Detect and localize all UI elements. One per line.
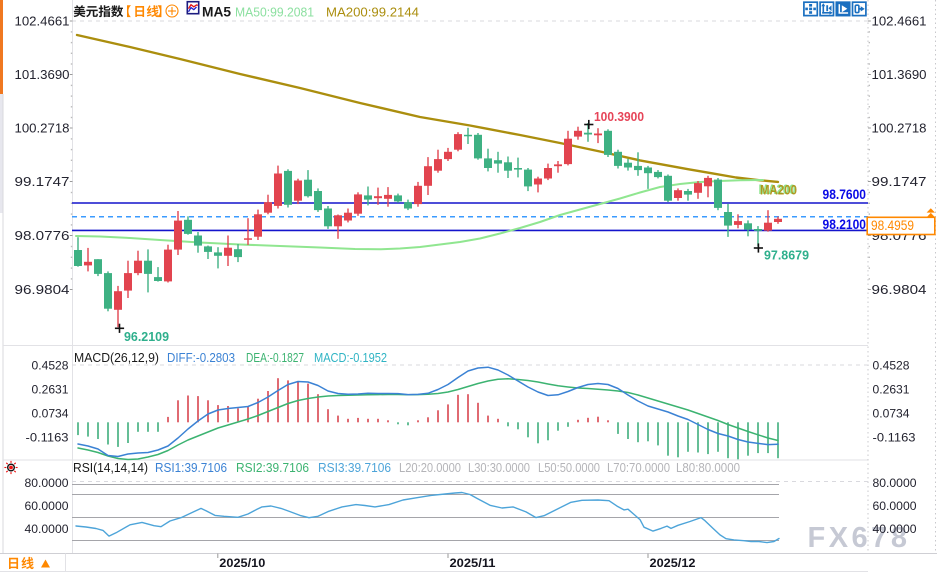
svg-text:L20:20.0000: L20:20.0000 bbox=[399, 460, 461, 475]
svg-text:MA200:99.2144: MA200:99.2144 bbox=[326, 5, 419, 20]
svg-text:101.3690: 101.3690 bbox=[15, 68, 70, 82]
svg-text:L50:50.0000: L50:50.0000 bbox=[538, 460, 600, 475]
svg-text:98.2100: 98.2100 bbox=[823, 217, 867, 232]
svg-text:0.0734: 0.0734 bbox=[32, 407, 69, 421]
svg-text:60.0000: 60.0000 bbox=[873, 499, 917, 513]
svg-text:MACD(26,12,9): MACD(26,12,9) bbox=[74, 350, 159, 365]
svg-text:100.2718: 100.2718 bbox=[15, 122, 70, 136]
svg-text:MACD:-0.1952: MACD:-0.1952 bbox=[314, 350, 387, 365]
svg-text:60.0000: 60.0000 bbox=[25, 499, 69, 513]
svg-text:96.9804: 96.9804 bbox=[15, 283, 70, 297]
svg-text:99.1747: 99.1747 bbox=[15, 175, 70, 189]
svg-text:98.4959: 98.4959 bbox=[871, 218, 914, 233]
svg-text:-0.1163: -0.1163 bbox=[873, 431, 916, 445]
svg-text:MA200: MA200 bbox=[759, 182, 796, 197]
svg-text:102.4661: 102.4661 bbox=[872, 15, 927, 29]
svg-text:MA5: MA5 bbox=[202, 4, 231, 20]
svg-text:100.2718: 100.2718 bbox=[872, 122, 927, 136]
svg-text:97.8679: 97.8679 bbox=[764, 248, 809, 263]
svg-text:102.4661: 102.4661 bbox=[15, 15, 70, 29]
svg-text:2025/10: 2025/10 bbox=[219, 556, 265, 570]
svg-text:0.4528: 0.4528 bbox=[873, 359, 910, 373]
svg-text:RSI1:39.7106: RSI1:39.7106 bbox=[155, 460, 227, 475]
svg-text:100.3900: 100.3900 bbox=[594, 109, 644, 124]
svg-text:RSI3:39.7106: RSI3:39.7106 bbox=[318, 460, 391, 475]
svg-text:RSI(14,14,14): RSI(14,14,14) bbox=[73, 460, 148, 475]
svg-text:RSI2:39.7106: RSI2:39.7106 bbox=[236, 460, 309, 475]
svg-text:80.0000: 80.0000 bbox=[873, 476, 917, 490]
svg-text:0.2631: 0.2631 bbox=[32, 383, 69, 397]
svg-text:DIFF:-0.2803: DIFF:-0.2803 bbox=[167, 350, 235, 365]
svg-text:98.7600: 98.7600 bbox=[823, 187, 867, 202]
svg-text:MA200: MA200 bbox=[760, 183, 797, 198]
svg-text:2025/12: 2025/12 bbox=[650, 556, 696, 570]
svg-text:98.0776: 98.0776 bbox=[15, 229, 70, 243]
svg-text:DEA:-0.1827: DEA:-0.1827 bbox=[246, 350, 304, 365]
svg-text:96.2109: 96.2109 bbox=[124, 329, 169, 344]
svg-text:40.0000: 40.0000 bbox=[873, 522, 917, 536]
svg-text:L80:80.0000: L80:80.0000 bbox=[676, 460, 740, 475]
svg-text:0.0734: 0.0734 bbox=[873, 407, 910, 421]
svg-text:0.2631: 0.2631 bbox=[873, 383, 910, 397]
svg-text:80.0000: 80.0000 bbox=[25, 476, 69, 490]
svg-text:40.0000: 40.0000 bbox=[25, 522, 69, 536]
svg-text:L30:30.0000: L30:30.0000 bbox=[468, 460, 530, 475]
svg-text:99.1747: 99.1747 bbox=[872, 175, 927, 189]
svg-text:2025/11: 2025/11 bbox=[450, 556, 496, 570]
svg-text:L70:70.0000: L70:70.0000 bbox=[607, 460, 670, 475]
svg-text:FX678: FX678 bbox=[808, 522, 911, 554]
svg-text:0.4528: 0.4528 bbox=[32, 359, 69, 373]
svg-text:MA50:99.2081: MA50:99.2081 bbox=[235, 5, 314, 20]
svg-text:96.9804: 96.9804 bbox=[872, 283, 927, 297]
svg-text:-0.1163: -0.1163 bbox=[26, 431, 69, 445]
svg-text:101.3690: 101.3690 bbox=[872, 68, 927, 82]
